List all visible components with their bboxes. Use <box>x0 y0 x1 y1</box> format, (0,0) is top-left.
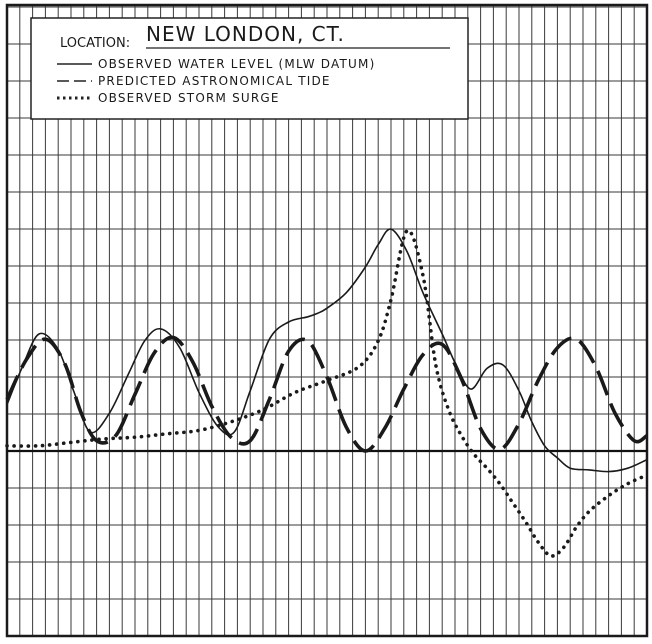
legend-box <box>30 17 469 120</box>
legend-label-observed: OBSERVED WATER LEVEL (MLW DATUM) <box>98 57 375 71</box>
series-line-observed-storm-surge <box>5 228 649 558</box>
series-group <box>5 228 649 558</box>
legend-label-surge: OBSERVED STORM SURGE <box>98 91 280 105</box>
legend-label-predicted: PREDICTED ASTRONOMICAL TIDE <box>98 74 331 88</box>
location-label: LOCATION: <box>60 36 130 51</box>
plot-frame <box>5 3 649 638</box>
legend: LOCATION: NEW LONDON, CT. OBSERVED WATER… <box>30 17 469 120</box>
series-line-predicted-astronomical-tide <box>5 335 649 453</box>
location-value: NEW LONDON, CT. <box>146 22 345 46</box>
series-line-observed-water-level <box>6 228 648 473</box>
